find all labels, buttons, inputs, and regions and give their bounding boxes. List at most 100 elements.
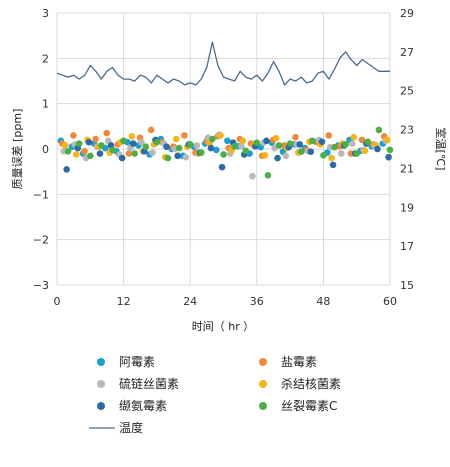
scatter-point (224, 137, 231, 145)
series-layer (56, 41, 394, 180)
scatter-point (109, 146, 116, 154)
scatter-point (207, 144, 215, 152)
scatter-point (263, 137, 270, 145)
y-right-tick-label: 29 (400, 7, 414, 20)
scatter-point (309, 137, 316, 145)
scatter-point (96, 150, 104, 157)
scatter-point (129, 140, 137, 147)
y-right-tick-label: 21 (400, 162, 414, 175)
y-left-tick-label: −1 (33, 188, 49, 201)
scatter-point (350, 133, 358, 141)
scatter-point (353, 150, 361, 157)
scatter-point (147, 126, 155, 134)
scatter-point (318, 138, 326, 146)
scatter-point (153, 138, 161, 146)
scatter-point (209, 135, 216, 143)
scatter-point (342, 141, 349, 148)
scatter-point (131, 150, 138, 157)
scatter-point (85, 138, 93, 146)
scatter-point (103, 129, 111, 137)
scatter-point (212, 146, 220, 154)
scatter-point (261, 152, 269, 159)
scatter-point (198, 149, 205, 156)
scatter-point (164, 154, 172, 162)
scatter-point (163, 143, 170, 151)
legend-label: 温度 (119, 420, 143, 435)
scatter-point (120, 137, 127, 145)
scatter-point (63, 166, 70, 173)
x-tick-label: 0 (54, 295, 61, 308)
scatter-point (193, 142, 201, 149)
scatter-point (239, 137, 247, 145)
legend-label: 盐霉素 (281, 355, 317, 369)
scatter-point (149, 149, 156, 156)
scatter-point (297, 148, 305, 156)
scatter-point (307, 148, 315, 156)
scatter-point (174, 152, 181, 160)
y-right-tick-label: 15 (400, 279, 414, 292)
scatter-point (296, 141, 304, 148)
scatter-point (272, 134, 280, 142)
scatter-point (274, 154, 281, 162)
y-right-tick-label: 19 (400, 201, 414, 214)
y-right-tick-label: 25 (400, 85, 414, 98)
y-left-tick-label: 3 (42, 7, 49, 20)
scatter-point (264, 171, 272, 179)
scatter-point (374, 145, 381, 153)
scatter-point (364, 138, 372, 146)
scatter-point (331, 143, 338, 151)
scatter-point (64, 147, 72, 155)
legend-label: 硫链丝菌素 (119, 376, 179, 391)
scatter-point (320, 152, 327, 159)
scatter-point (383, 136, 391, 144)
legend-marker (259, 358, 267, 366)
y-left-tick-label: 2 (42, 52, 49, 65)
scatter-point (325, 132, 333, 139)
scatter-point (70, 132, 77, 139)
scatter-point (182, 153, 190, 161)
scatter-point (217, 132, 224, 139)
scatter-point (186, 141, 194, 148)
scatter-point (218, 163, 226, 171)
scatter-point (329, 161, 337, 169)
scatter-point (337, 150, 345, 157)
scatter-point (286, 140, 294, 147)
scatter-point (386, 146, 394, 154)
x-tick-label: 48 (316, 295, 330, 308)
y-left-tick-label: 1 (42, 98, 49, 111)
legend-label: 丝裂霉素C (281, 399, 337, 413)
y-right-tick-label: 23 (400, 124, 414, 137)
scatter-point (361, 147, 369, 155)
scatter-point (292, 133, 299, 141)
scatter-point (128, 133, 136, 140)
legend-marker (259, 402, 267, 410)
scatter-point (118, 154, 126, 162)
legend-label: 阿霉素 (119, 355, 155, 369)
scatter-point (98, 142, 105, 149)
legend-label: 杀结核菌素 (281, 376, 341, 391)
y-axis-left-title: 质量误差 [ppm] (10, 109, 24, 190)
scatter-point (242, 147, 249, 155)
x-axis-title: 时间（ hr ） (192, 320, 255, 333)
scatter-point (253, 139, 261, 146)
y-left-tick-label: 0 (42, 143, 49, 156)
scatter-point (125, 150, 133, 157)
legend-marker (97, 402, 105, 410)
scatter-point (87, 152, 94, 160)
y-left-tick-label: −2 (33, 234, 49, 247)
scatter-point (249, 172, 256, 180)
x-tick-label: 24 (183, 295, 197, 308)
scatter-point (282, 152, 290, 160)
scatter-point (275, 142, 283, 149)
y-left-tick-label: −3 (33, 279, 49, 292)
x-tick-label: 12 (117, 295, 131, 308)
legend-marker (259, 380, 267, 388)
scatter-point (61, 142, 69, 149)
scatter-point (175, 144, 183, 152)
scatter-point (385, 153, 392, 161)
x-tick-label: 36 (250, 295, 264, 308)
y-right-tick-label: 27 (400, 46, 414, 59)
x-tick-label: 60 (383, 295, 397, 308)
